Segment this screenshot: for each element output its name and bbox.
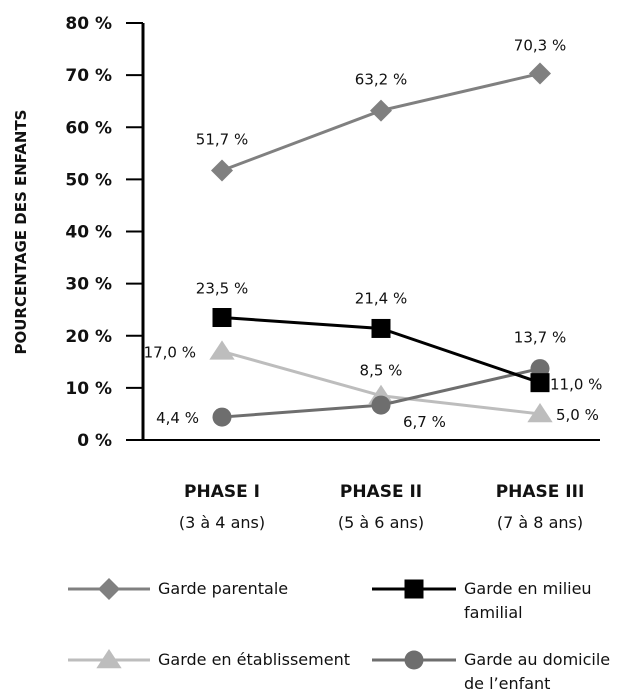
legend-item-circle: Garde au domicile de l’enfant — [372, 650, 610, 689]
data-point — [211, 159, 233, 182]
data-point — [527, 402, 553, 423]
data-label: 6,7 % — [403, 413, 446, 431]
data-labels: 51,7 % 63,2 % 70,3 % 23,5 % 21,4 % 11,0 % 17,0… — [144, 37, 603, 432]
y-tick-label: 30 % — [65, 275, 112, 295]
legend-item-square: Garde en milieu familial — [372, 579, 592, 622]
data-label: 8,5 % — [360, 362, 403, 380]
data-label: 5,0 % — [556, 406, 599, 424]
y-tick-label: 0 % — [77, 431, 112, 451]
data-label: 21,4 % — [355, 289, 407, 307]
legend-label: familial — [464, 603, 523, 622]
y-tick-label: 20 % — [65, 327, 112, 347]
data-label: 70,3 % — [514, 37, 566, 55]
legend: Garde parentale Garde en milieufamilialGa… — [68, 578, 610, 689]
x-category-label: PHASE II — [340, 482, 422, 502]
y-tick-label: 70 % — [65, 66, 112, 86]
legend-label: Garde en établissement — [158, 650, 350, 669]
legend-label: Garde au domicile — [464, 650, 610, 669]
legend-item-triangle: Garde en établissement — [68, 649, 350, 669]
x-axis-categories: PHASE I (3 à 4 ans) PHASE II (5 à 6 ans) PHA… — [179, 482, 584, 532]
legend-square-icon — [404, 579, 424, 599]
series-diamond — [211, 62, 551, 182]
data-point — [529, 62, 551, 85]
legend-label: Garde en milieu — [464, 579, 592, 598]
data-label: 13,7 % — [514, 329, 566, 347]
y-tick-label: 80 % — [65, 14, 112, 34]
y-axis-ticks: 0 % 10 % 20 % 30 % 40 % 50 % 60 % 70 % 80 % — [65, 14, 143, 451]
y-tick-label: 50 % — [65, 170, 112, 190]
legend-label: Garde parentale — [158, 579, 288, 598]
data-point — [212, 407, 232, 427]
legend-item-diamond: Garde parentale — [68, 578, 288, 600]
data-label: 63,2 % — [355, 71, 407, 89]
data-point — [209, 340, 235, 360]
data-point — [371, 395, 391, 415]
x-category-label: PHASE III — [496, 482, 585, 502]
data-label: 4,4 % — [156, 409, 199, 427]
data-point — [530, 373, 550, 393]
data-point — [370, 99, 392, 122]
series-square — [212, 308, 550, 393]
x-category-label: PHASE I — [184, 482, 260, 502]
data-point — [371, 318, 391, 338]
y-tick-label: 60 % — [65, 118, 112, 138]
y-tick-label: 40 % — [65, 223, 112, 243]
data-point — [212, 308, 232, 328]
legend-circle-icon — [404, 650, 424, 670]
x-category-sublabel: (5 à 6 ans) — [338, 513, 424, 532]
y-tick-label: 10 % — [65, 379, 112, 399]
y-axis-label: POURCENTAGE DES ENFANTS — [12, 110, 30, 355]
data-label: 11,0 % — [550, 376, 602, 394]
data-label: 23,5 % — [196, 280, 248, 298]
data-label: 17,0 % — [144, 343, 196, 361]
x-category-sublabel: (7 à 8 ans) — [497, 513, 583, 532]
data-label: 51,7 % — [196, 131, 248, 149]
legend-label: de l’enfant — [464, 674, 550, 689]
x-category-sublabel: (3 à 4 ans) — [179, 513, 265, 532]
series-group — [209, 62, 553, 427]
legend-triangle-icon — [96, 649, 122, 669]
legend-diamond-icon — [98, 578, 120, 600]
